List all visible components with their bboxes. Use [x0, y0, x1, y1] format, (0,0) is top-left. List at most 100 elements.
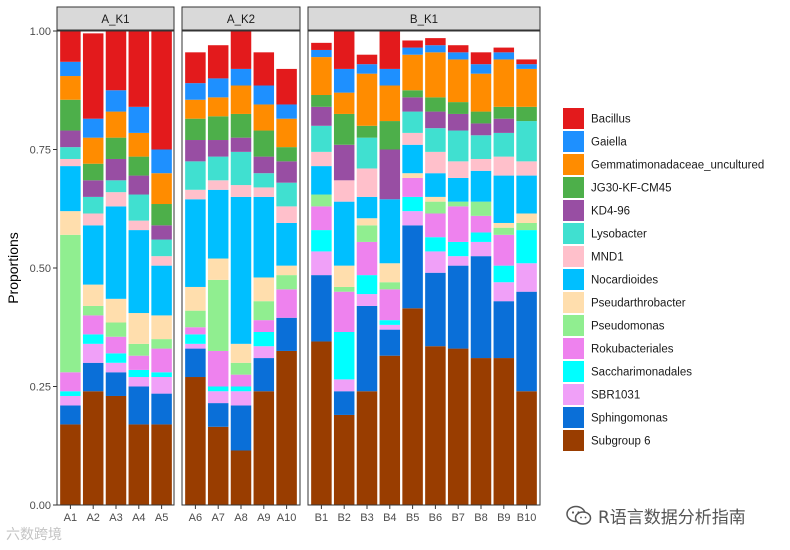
bar-segment-B7-subgroup-6 — [447, 348, 469, 505]
legend-label: Gaiella — [591, 137, 627, 149]
bar-segment-B10-gaiella — [516, 64, 537, 69]
watermark-right: R语言数据分析指南 — [566, 503, 746, 528]
bar-segment-B4-jg30-kf-cm45 — [379, 121, 401, 150]
y-tick-label: 0.25 — [30, 382, 51, 394]
legend-label: Sphingomonas — [591, 413, 668, 425]
bar-segment-A6-mnd1 — [185, 189, 206, 200]
y-axis-label: Proportions — [5, 232, 21, 304]
bar-segment-B7-sbr1031 — [447, 256, 469, 266]
bar-segment-A10-sphingomonas — [276, 317, 297, 351]
bar-segment-B2-sphingomonas — [333, 391, 355, 415]
bar-segment-B8-sphingomonas — [470, 256, 492, 359]
x-tick-label: B3 — [360, 512, 373, 524]
bar-segment-A3-rokubacteriales — [105, 336, 127, 354]
bar-segment-B8-kd4-96 — [470, 123, 492, 136]
y-tick-label: 1.00 — [30, 26, 51, 38]
bar-segment-A3-saccharimonadales — [105, 353, 127, 363]
bar-segment-A5-subgroup-6 — [151, 424, 172, 505]
x-tick-label: A7 — [211, 512, 224, 524]
bar-segment-A6-kd4-96 — [185, 140, 206, 162]
bar-segment-B4-gemmatimonadaceae-uncultured — [379, 85, 401, 122]
legend-swatch — [563, 361, 584, 382]
bar-segment-B2-pseudomonas — [333, 286, 355, 292]
legend-swatch — [563, 292, 584, 313]
bar-segment-A7-jg30-kf-cm45 — [207, 116, 229, 141]
bar-segment-B3-lysobacter — [356, 137, 378, 169]
bar-segment-A3-pseudarthrobacter — [105, 298, 127, 323]
bar-segment-B5-gemmatimonadaceae-uncultured — [402, 54, 423, 91]
legend-item: Pseudomonas — [563, 315, 665, 336]
legend-label: Saccharimonadales — [591, 367, 692, 379]
bar-segment-A8-gaiella — [230, 68, 252, 86]
bar-segment-A8-mnd1 — [230, 185, 252, 197]
bar-segment-A1-kd4-96 — [60, 130, 81, 148]
y-axis: 0.00 0.25 0.50 0.75 1.00 — [30, 26, 57, 512]
bar-segment-A3-nocardioides — [105, 206, 127, 299]
bar-segment-A8-kd4-96 — [230, 137, 252, 152]
bar-segment-A7-gemmatimonadaceae-uncultured — [207, 97, 229, 117]
legend-label: Rokubacteriales — [591, 344, 674, 356]
bar-segment-A5-pseudomonas — [151, 339, 172, 349]
facet-title: B_K1 — [410, 14, 438, 26]
bar-segment-B9-subgroup-6 — [493, 358, 515, 505]
bar-segment-B8-sbr1031 — [470, 241, 492, 257]
bar-segment-B7-saccharimonadales — [447, 241, 469, 257]
bar-segment-B8-nocardioides — [470, 170, 492, 202]
legend-label: Lysobacter — [591, 229, 647, 241]
bar-segment-B2-saccharimonadales — [333, 331, 355, 380]
bar-segment-B10-sbr1031 — [516, 263, 537, 292]
bar-segment-B1-jg30-kf-cm45 — [311, 94, 332, 107]
bar-segment-A1-mnd1 — [60, 158, 81, 167]
facet-panel-A_K2: A_K2 A6 A7 A8 A9 A10 — [181, 6, 301, 524]
bar-segment-A5-lysobacter — [151, 239, 172, 257]
bar-segment-B1-gaiella — [311, 49, 332, 58]
bar-segment-A2-nocardioides — [82, 225, 104, 285]
bar-segment-A2-kd4-96 — [82, 180, 104, 197]
bar-segment-B2-pseudarthrobacter — [333, 265, 355, 287]
legend-label: SBR1031 — [591, 390, 640, 402]
x-tick-label: A9 — [257, 512, 270, 524]
legend-item: Gaiella — [563, 131, 627, 152]
legend-label: Nocardioides — [591, 275, 658, 287]
bar-segment-B8-gemmatimonadaceae-uncultured — [470, 73, 492, 112]
bar-segment-A7-subgroup-6 — [207, 426, 229, 505]
bar-segment-A7-bacillus — [207, 45, 229, 79]
bar-segment-A4-pseudarthrobacter — [128, 313, 150, 344]
bar-segment-B6-gemmatimonadaceae-uncultured — [425, 52, 446, 98]
bar-segment-B10-sphingomonas — [516, 291, 537, 392]
bar-segment-A10-subgroup-6 — [276, 350, 297, 505]
legend-item: SBR1031 — [563, 384, 640, 405]
bar-segment-B6-pseudomonas — [425, 201, 446, 214]
bar-segment-B1-rokubacteriales — [311, 206, 332, 231]
bar-segment-A7-pseudomonas — [207, 279, 229, 351]
bar-segment-B2-nocardioides — [333, 201, 355, 266]
bar-segment-A4-saccharimonadales — [128, 369, 150, 378]
bar-segment-A2-gemmatimonadaceae-uncultured — [82, 137, 104, 164]
bar-segment-A9-subgroup-6 — [253, 391, 275, 505]
watermark-right-text: R语言数据分析指南 — [598, 508, 746, 528]
x-tick-label: A10 — [277, 512, 297, 524]
bar-segment-B6-mnd1 — [425, 151, 446, 174]
bar-segment-A8-jg30-kf-cm45 — [230, 113, 252, 138]
x-tick-label: B1 — [315, 512, 328, 524]
bar-segment-A4-sbr1031 — [128, 377, 150, 387]
bar-segment-A9-lysobacter — [253, 173, 275, 188]
bar-segment-B9-pseudarthrobacter — [493, 222, 515, 228]
bar-segment-B5-sphingomonas — [402, 225, 423, 309]
bar-segment-A1-nocardioides — [60, 166, 81, 212]
bar-segment-A3-mnd1 — [105, 192, 127, 207]
bar-segment-B2-gaiella — [333, 68, 355, 93]
bar-segment-A10-gaiella — [276, 104, 297, 119]
bar-segment-B3-rokubacteriales — [356, 241, 378, 276]
bar-segment-A7-nocardioides — [207, 189, 229, 259]
bar-segment-A3-pseudomonas — [105, 322, 127, 337]
y-tick-label: 0.75 — [30, 145, 51, 157]
bar-segment-B1-sphingomonas — [311, 275, 332, 342]
bar-segment-B4-nocardioides — [379, 199, 401, 264]
bar-segment-B5-pseudarthrobacter — [402, 173, 423, 178]
bar-segment-B4-kd4-96 — [379, 149, 401, 200]
bar-segment-A4-pseudomonas — [128, 343, 150, 356]
bar-segment-B4-pseudomonas — [379, 282, 401, 290]
bar-segment-B4-bacillus — [379, 31, 401, 69]
bar-segment-B3-mnd1 — [356, 168, 378, 197]
